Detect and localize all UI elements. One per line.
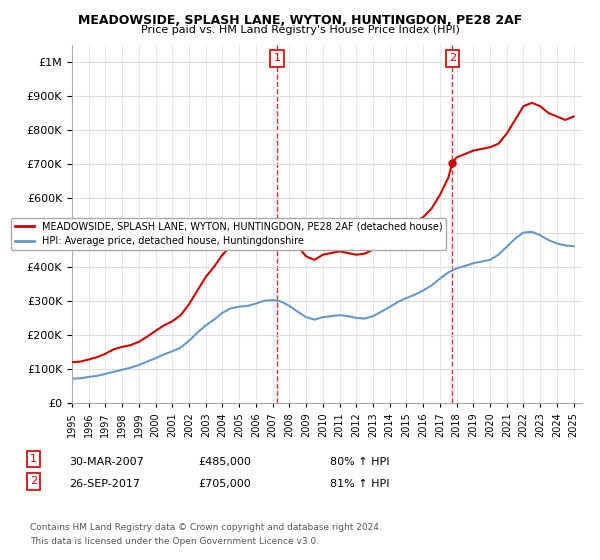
Text: Price paid vs. HM Land Registry's House Price Index (HPI): Price paid vs. HM Land Registry's House … — [140, 25, 460, 35]
Legend: MEADOWSIDE, SPLASH LANE, WYTON, HUNTINGDON, PE28 2AF (detached house), HPI: Aver: MEADOWSIDE, SPLASH LANE, WYTON, HUNTINGD… — [11, 218, 446, 250]
Text: Contains HM Land Registry data © Crown copyright and database right 2024.: Contains HM Land Registry data © Crown c… — [30, 523, 382, 532]
Text: 81% ↑ HPI: 81% ↑ HPI — [330, 479, 389, 489]
Text: £485,000: £485,000 — [198, 457, 251, 467]
Text: 80% ↑ HPI: 80% ↑ HPI — [330, 457, 389, 467]
Text: 2: 2 — [449, 53, 456, 63]
Text: £705,000: £705,000 — [198, 479, 251, 489]
Text: 2: 2 — [30, 477, 37, 487]
Text: 1: 1 — [30, 454, 37, 464]
Text: 1: 1 — [274, 53, 280, 63]
Text: This data is licensed under the Open Government Licence v3.0.: This data is licensed under the Open Gov… — [30, 537, 319, 546]
Text: 26-SEP-2017: 26-SEP-2017 — [69, 479, 140, 489]
Text: MEADOWSIDE, SPLASH LANE, WYTON, HUNTINGDON, PE28 2AF: MEADOWSIDE, SPLASH LANE, WYTON, HUNTINGD… — [78, 14, 522, 27]
Text: 30-MAR-2007: 30-MAR-2007 — [69, 457, 144, 467]
